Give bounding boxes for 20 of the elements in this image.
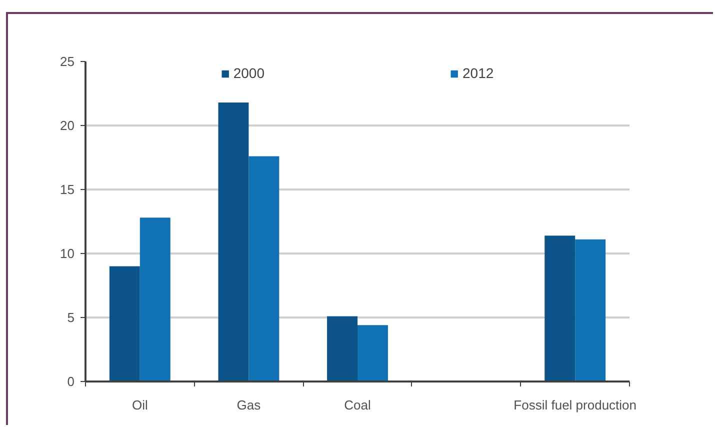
y-tick-label: 5	[67, 310, 75, 325]
y-tick-label: 15	[60, 182, 75, 197]
x-tick-label: Gas	[236, 398, 262, 412]
bar	[109, 266, 140, 382]
legend-label: 2000	[233, 65, 264, 81]
y-tick-label: 25	[60, 54, 75, 69]
x-tick-label: Fossil fuel production	[514, 398, 637, 412]
bar	[544, 236, 576, 382]
bar	[140, 218, 170, 382]
bar	[248, 156, 280, 382]
y-tick-label: 10	[60, 246, 75, 261]
y-tick-label: 0	[67, 374, 75, 389]
bar	[358, 325, 388, 382]
bar	[575, 239, 606, 382]
bar	[218, 102, 249, 382]
legend-label: 2012	[462, 65, 494, 81]
bar	[327, 316, 358, 382]
x-tick-label: Coal	[344, 398, 371, 412]
x-tick-label: Oil	[132, 398, 148, 412]
y-tick-label: 20	[60, 118, 75, 133]
